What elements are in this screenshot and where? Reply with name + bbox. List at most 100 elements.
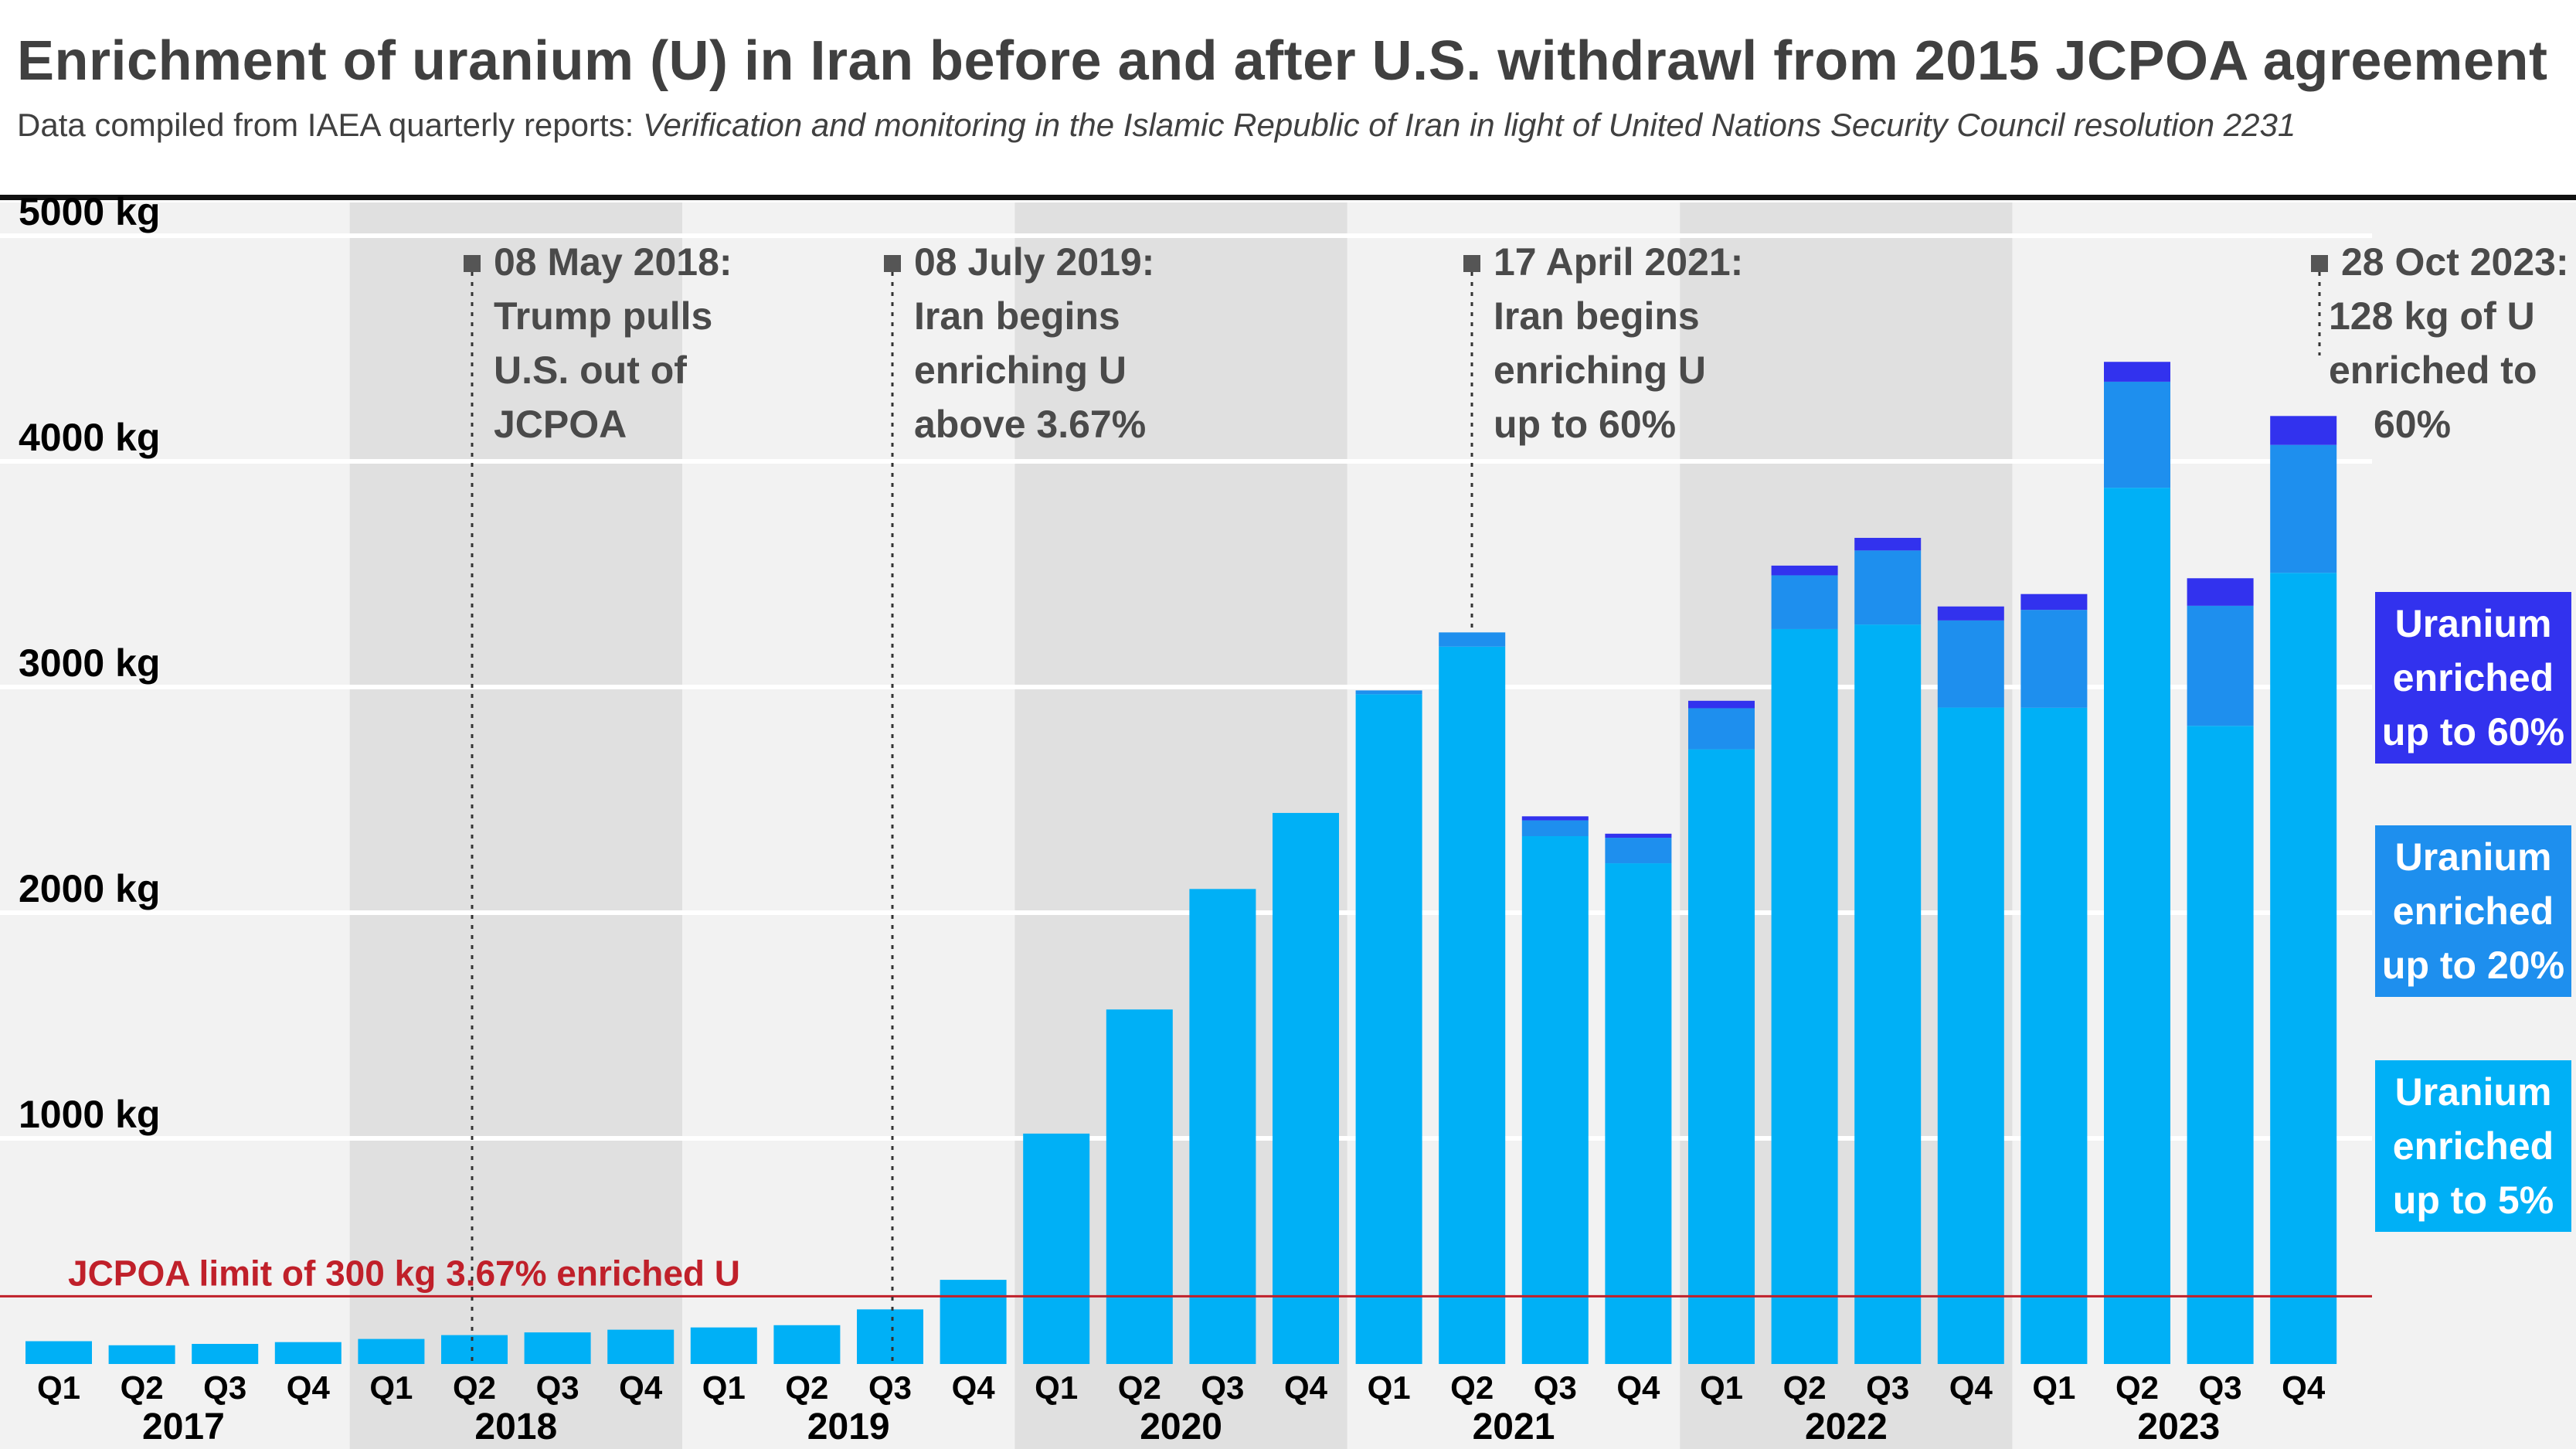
- x-tick-label-year: 2021: [1473, 1406, 1555, 1447]
- annotation-text: 60%: [2374, 403, 2451, 446]
- bar-segment-u5: [1688, 749, 1755, 1364]
- legend-label-line: up to 20%: [2381, 944, 2565, 987]
- x-tick-label-quarter: Q1: [37, 1369, 80, 1406]
- bar-segment-u5: [690, 1327, 757, 1364]
- legend-label-line: enriched: [2392, 1124, 2554, 1168]
- bar-segment-u5: [25, 1341, 92, 1364]
- jcpoa-limit-line: JCPOA limit of 300 kg 3.67% enriched U: [0, 1253, 2372, 1298]
- bar-segment-u5: [857, 1309, 923, 1364]
- x-tick-label-quarter: Q4: [287, 1369, 331, 1406]
- x-tick-label-quarter: Q2: [121, 1369, 164, 1406]
- x-tick-label-quarter: Q2: [785, 1369, 828, 1406]
- x-tick-label-quarter: Q3: [536, 1369, 579, 1406]
- bar-segment-u5: [1023, 1133, 1090, 1364]
- annotation-text: 08 July 2019:: [914, 240, 1154, 284]
- x-tick-label-quarter: Q4: [619, 1369, 663, 1406]
- bar-segment-u5: [607, 1329, 675, 1364]
- bar-segment-u60: [2020, 594, 2088, 611]
- x-tick-label-quarter: Q1: [702, 1369, 746, 1406]
- bar-segment-u5: [1106, 1009, 1173, 1364]
- annotation-text: enriching U: [1494, 349, 1706, 392]
- annotation-text: JCPOA: [494, 403, 627, 446]
- x-tick-label-quarter: Q4: [1949, 1369, 1993, 1406]
- x-tick-label-quarter: Q3: [1201, 1369, 1244, 1406]
- bar-segment-u60: [1771, 565, 1838, 576]
- bar-segment-u20: [1605, 838, 1672, 864]
- annotation-marker: [884, 255, 901, 272]
- bar-segment-u20: [2104, 381, 2170, 488]
- bar-segment-u5: [2270, 573, 2337, 1364]
- x-tick-label-year: 2022: [1805, 1406, 1888, 1447]
- bar-segment-u5: [192, 1344, 259, 1364]
- legend-label-line: Uranium: [2394, 835, 2552, 879]
- x-tick-label-year: 2023: [2137, 1406, 2220, 1447]
- bar-segment-u5: [1189, 889, 1256, 1364]
- year-band-2019: [682, 202, 1015, 1449]
- bar-segment-u20: [2270, 444, 2337, 573]
- bar-segment-u60: [1521, 816, 1589, 821]
- annotation-text: up to 60%: [1494, 403, 1676, 446]
- bar-segment-u20: [1521, 820, 1589, 837]
- annotation-text: Iran begins: [1494, 294, 1700, 338]
- legend-label-line: up to 60%: [2381, 710, 2565, 753]
- y-axis-tick-labels: 1000 kg 2000 kg 3000 kg 4000 kg 5000 kg: [19, 190, 160, 1136]
- bar-segment-u60: [1605, 833, 1672, 838]
- annotation-text: 128 kg of U: [2329, 294, 2535, 338]
- year-band-2018: [349, 202, 682, 1449]
- bar-segment-u5: [1521, 836, 1589, 1364]
- y-tick-label: 2000 kg: [19, 867, 160, 910]
- x-tick-label-quarter: Q4: [1616, 1369, 1660, 1406]
- x-tick-label-quarter: Q3: [1866, 1369, 1909, 1406]
- bar-segment-u5: [773, 1325, 841, 1364]
- legend-label-line: Uranium: [2394, 1070, 2552, 1114]
- jcpoa-limit-label: JCPOA limit of 300 kg 3.67% enriched U: [68, 1253, 740, 1293]
- x-tick-label-year: 2020: [1140, 1406, 1222, 1447]
- bar-segment-u60: [2270, 416, 2337, 445]
- legend-item: Uranium enriched up to 5%: [2375, 1060, 2571, 1232]
- gridlines: [0, 233, 2372, 1141]
- annotation-marker: [1463, 255, 1480, 272]
- bar-segment-u5: [2187, 726, 2254, 1364]
- x-tick-label-quarter: Q3: [2199, 1369, 2242, 1406]
- x-tick-label-quarter: Q2: [1450, 1369, 1494, 1406]
- subtitle-report-name: Verification and monitoring in the Islam…: [643, 107, 2296, 143]
- legend-label-line: Uranium: [2394, 602, 2552, 645]
- chart-title: Enrichment of uranium (U) in Iran before…: [17, 30, 2548, 92]
- bar-segment-u5: [1355, 694, 1422, 1364]
- year-band-2017: [0, 202, 350, 1449]
- subtitle-prefix: Data compiled from IAEA quarterly report…: [17, 107, 643, 143]
- y-tick-label: 1000 kg: [19, 1093, 160, 1136]
- bar-segment-u20: [1439, 632, 1506, 647]
- bar-segment-u5: [940, 1280, 1007, 1364]
- x-tick-label-quarter: Q3: [868, 1369, 912, 1406]
- legend-item: Uranium enriched up to 60%: [2375, 592, 2571, 764]
- y-tick-label: 5000 kg: [19, 190, 160, 233]
- annotation-text: 28 Oct 2023:: [2341, 240, 2569, 284]
- header-divider: [0, 195, 2576, 200]
- event-annotations: 08 May 2018: Trump pulls U.S. out of JCPOA 0…: [464, 240, 2569, 1363]
- bar-segment-u60: [1688, 700, 1755, 709]
- x-tick-label-quarter: Q2: [453, 1369, 496, 1406]
- x-tick-label-quarter: Q1: [2032, 1369, 2075, 1406]
- bar-segment-u60: [2104, 362, 2170, 382]
- x-tick-label-quarter: Q4: [1284, 1369, 1328, 1406]
- x-tick-label-quarter: Q4: [952, 1369, 996, 1406]
- x-tick-label-quarter: Q2: [2116, 1369, 2159, 1406]
- x-tick-label-quarter: Q3: [203, 1369, 246, 1406]
- bar-segment-u5: [1439, 646, 1506, 1364]
- bar-segment-u60: [1854, 537, 1922, 551]
- chart-subtitle: Data compiled from IAEA quarterly report…: [17, 107, 2296, 144]
- x-tick-label-year: 2018: [474, 1406, 557, 1447]
- bar-segment-u5: [524, 1332, 591, 1364]
- y-tick-label: 4000 kg: [19, 416, 160, 459]
- bar-segment-u20: [1688, 708, 1755, 750]
- bar-segment-u5: [1937, 707, 2004, 1364]
- bars: [25, 362, 2337, 1364]
- bar-segment-u60: [1937, 606, 2004, 621]
- legend-item: Uranium enriched up to 20%: [2375, 825, 2571, 997]
- annotation-marker: [464, 255, 481, 272]
- legend-label-line: up to 5%: [2392, 1179, 2554, 1222]
- bar-segment-u5: [1771, 628, 1838, 1364]
- x-axis-labels: Q1 Q2 Q3 Q4 Q1 Q2 Q3 Q4 Q1 Q2 Q3 Q4 Q1 Q2 Q3 Q4 Q1 Q2 Q3 Q4…: [37, 1369, 2326, 1447]
